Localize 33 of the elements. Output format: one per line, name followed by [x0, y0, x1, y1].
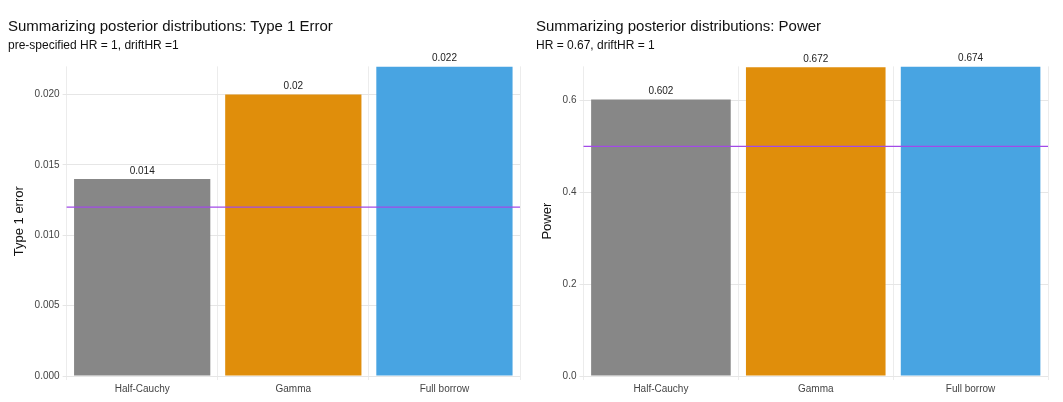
x-tick-label: Gamma	[275, 382, 312, 394]
x-tick-label: Gamma	[797, 382, 834, 394]
x-tick-label: Full borrow	[945, 382, 997, 394]
y-tick-label: 0.020	[34, 88, 61, 100]
data-label: 0.602	[648, 85, 674, 97]
data-label: 0.022	[431, 52, 458, 64]
y-tick-label: 0.010	[34, 229, 61, 241]
x-tick-label: Half-Cauchy	[633, 382, 689, 394]
x-tick-label: Full borrow	[419, 382, 470, 394]
y-tick-label: 0.4	[562, 186, 577, 198]
y-axis-title: Type 1 error	[11, 185, 27, 257]
bar	[74, 178, 211, 376]
bar	[376, 66, 513, 376]
y-tick-label: 0.000	[34, 369, 61, 381]
data-label: 0.672	[803, 53, 829, 65]
y-tick-label: 0.005	[34, 299, 61, 311]
y-tick-label: 0.2	[562, 277, 577, 289]
chart-title: Summarizing posterior distributions: Type 1 Error	[8, 17, 333, 35]
y-tick-label: 0.015	[34, 158, 61, 170]
y-tick-label: 0.6	[562, 94, 577, 106]
x-tick-label: Half-Cauchy	[114, 382, 170, 394]
data-label: 0.674	[958, 52, 984, 64]
bar	[591, 99, 731, 376]
chart-subtitle: HR = 0.67, driftHR = 1	[536, 37, 656, 52]
y-axis-title: Power	[539, 202, 555, 240]
data-label: 0.02	[283, 80, 304, 92]
y-tick-label: 0.0	[562, 369, 577, 381]
data-label: 0.014	[129, 164, 156, 176]
bar	[900, 66, 1041, 376]
bar	[745, 67, 886, 376]
chart-subtitle: pre-specified HR = 1, driftHR =1	[8, 37, 180, 52]
bar	[225, 94, 362, 376]
chart-title: Summarizing posterior distributions: Power	[536, 17, 822, 35]
